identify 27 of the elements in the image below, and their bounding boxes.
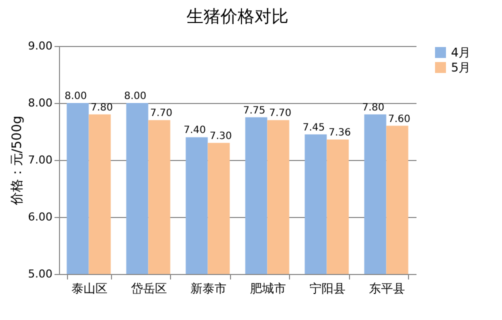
y-tick-label: 5.00 [28, 268, 52, 280]
data-label: 7.60 [388, 114, 410, 125]
data-label: 7.45 [302, 122, 325, 134]
data-label: 7.70 [150, 108, 172, 120]
y-tick-label: 8.00 [28, 96, 52, 110]
y-tick-label: 9.00 [28, 40, 52, 52]
y-axis-title: 价格：元/500g [10, 116, 26, 206]
legend-label: 5月 [451, 60, 471, 74]
y-tick-label: 6.00 [28, 210, 52, 224]
x-tick-label: 岱岳区 [130, 282, 167, 296]
legend-label: 4月 [451, 46, 471, 60]
x-tick-label: 东平县 [368, 282, 405, 296]
chart-title: 生猪价格对比 [186, 7, 288, 27]
data-label: 7.40 [184, 125, 206, 136]
x-tick-label: 泰山区 [71, 282, 108, 296]
data-label: 8.00 [64, 91, 87, 102]
data-label: 7.80 [362, 102, 384, 114]
data-label: 7.30 [210, 130, 232, 142]
x-tick-label: 宁阳县 [309, 282, 346, 296]
x-tick-label: 肥城市 [250, 282, 286, 296]
data-label: 7.70 [269, 108, 292, 120]
x-tick-label: 新泰市 [190, 282, 226, 296]
data-label: 7.80 [90, 102, 113, 114]
data-label: 7.36 [328, 127, 351, 138]
y-tick-label: 7.00 [28, 154, 52, 166]
data-label: 8.00 [124, 91, 146, 102]
data-label: 7.75 [243, 105, 266, 116]
